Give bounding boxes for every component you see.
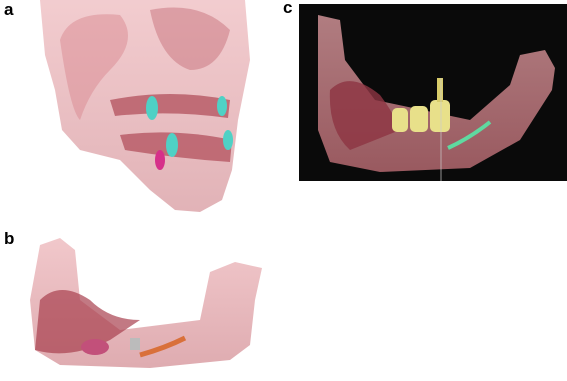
implant — [166, 133, 178, 157]
implant — [130, 338, 140, 350]
implant — [146, 96, 158, 120]
crown — [410, 106, 428, 132]
skull-detail — [150, 7, 230, 70]
crown — [392, 108, 408, 132]
crown — [430, 100, 450, 132]
implant — [217, 96, 227, 116]
panel-label: a — [4, 0, 14, 19]
abutment — [437, 78, 443, 102]
teeth — [35, 290, 140, 354]
panel-label: c — [283, 0, 292, 17]
panel-a: a — [4, 0, 250, 212]
upper-teeth — [110, 94, 230, 118]
panel-c: c — [283, 0, 567, 181]
nerve — [447, 120, 492, 150]
panel-label: b — [4, 229, 14, 248]
implant — [155, 150, 165, 170]
root — [81, 339, 109, 355]
skull-detail — [60, 14, 128, 120]
teeth — [329, 81, 400, 150]
implant — [223, 130, 233, 150]
nerve — [139, 335, 187, 358]
panel-b: b — [4, 229, 262, 368]
